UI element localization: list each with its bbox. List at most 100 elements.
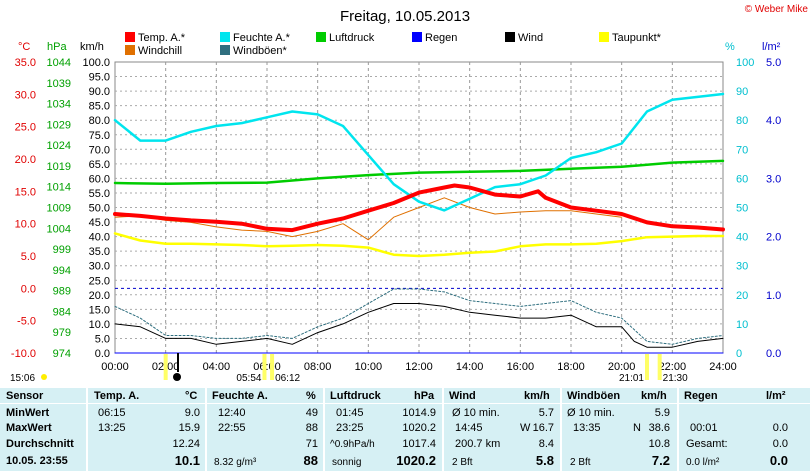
sun-mark-bar: [262, 354, 267, 380]
x-tick-label: 06:00: [253, 361, 281, 373]
legend-label-luftdruck: Luftdruck: [329, 32, 375, 44]
col-divider: [560, 388, 562, 471]
series-line-luftdruck: [113, 159, 725, 186]
regen-max-time: 00:01: [690, 422, 718, 434]
weather-chart: 35.030.025.020.015.010.05.00.0-5.0-10.01…: [10, 4, 808, 384]
luftdruck-header: Luftdruck: [330, 390, 381, 402]
hpa-axis-tick-label: 1009: [47, 203, 71, 215]
windboeen-header: Windböen: [567, 390, 621, 402]
percent-axis-tick-label: 50: [736, 203, 748, 215]
kmh-axis-tick-label: 90.0: [89, 86, 110, 98]
legend-label-windb-en: Windböen*: [233, 45, 288, 57]
col-divider: [86, 388, 88, 471]
regen-rate: 0.0 l/m²: [686, 457, 720, 468]
hpa-axis-tick-label: 1029: [47, 119, 71, 131]
celsius-axis-tick-label: 5.0: [21, 251, 36, 263]
luftdruck-min-time: 01:45: [336, 407, 364, 419]
luftdruck-trend: ^0.9hPa/h: [330, 439, 375, 450]
percent-axis-tick-label: 70: [736, 144, 748, 156]
sun-mark-label: 05:54: [236, 373, 261, 384]
kmh-axis-tick-label: 95.0: [89, 72, 110, 84]
hpa-axis-tick-label: 984: [53, 306, 71, 318]
x-tick-label: 12:00: [405, 361, 433, 373]
temp-unit: °C: [185, 390, 198, 402]
series-line-temp-a: [113, 183, 725, 233]
percent-axis-tick-label: 100: [736, 57, 754, 69]
lm2-axis-tick-label: 3.0: [766, 173, 781, 185]
sun-mark-label: 15:06: [10, 373, 35, 384]
kmh-axis-tick-label: 15.0: [89, 304, 110, 316]
col-divider: [442, 388, 444, 471]
hpa-axis-tick-label: 979: [53, 327, 71, 339]
series-line-windchill: [114, 197, 623, 241]
sun-mark-bar: [270, 354, 275, 380]
celsius-axis-unit: °C: [18, 41, 30, 53]
series-line-feuchte-a: [113, 92, 725, 212]
temp-current-value: 10.1: [174, 453, 200, 468]
x-tick-label: 22:00: [659, 361, 687, 373]
col-divider: [323, 388, 325, 471]
x-tick-label: 18:00: [557, 361, 585, 373]
windboeen-unit: km/h: [641, 390, 667, 402]
feuchte-abs-humidity: 8.32 g/m³: [214, 457, 257, 468]
kmh-axis-tick-label: 75.0: [89, 130, 110, 142]
feuchte-avg-value: 71: [305, 438, 318, 450]
sun-mark-label: 21:01: [619, 373, 644, 384]
luftdruck-forecast: sonnig: [332, 457, 362, 468]
chart-title: Freitag, 10.05.2013: [340, 8, 470, 25]
wind-avg-value: 8.4: [538, 438, 554, 450]
temp-min-time: 06:15: [98, 407, 126, 419]
legend-swatch-taupunkt: [599, 32, 609, 42]
celsius-axis-tick-label: 0.0: [21, 283, 36, 295]
hpa-axis-tick-label: 1024: [47, 140, 71, 152]
hpa-axis-tick-label: 1034: [47, 99, 71, 111]
temp-header: Temp. A.: [94, 390, 140, 402]
regen-total-label: Gesamt:: [686, 438, 728, 450]
sun-marks: 15:06 05:54 06:12 21:01 21:30: [10, 353, 688, 384]
celsius-axis-tick-label: 15.0: [15, 186, 36, 198]
regen-unit: l/m²: [766, 390, 786, 402]
sun-icon: [41, 374, 47, 380]
hpa-axis-tick-label: 974: [53, 348, 71, 360]
row-label-current: 10.05. 23:55: [6, 455, 68, 467]
series-line-wind: [114, 303, 724, 348]
x-tick-label: 24:00: [709, 361, 737, 373]
legend-label-windchill: Windchill: [138, 45, 182, 57]
lm2-axis-tick-label: 4.0: [766, 115, 781, 127]
row-label-avg: Durchschnitt: [6, 438, 74, 450]
celsius-axis-tick-label: -5.0: [17, 316, 36, 328]
percent-axis-tick-label: 30: [736, 261, 748, 273]
lm2-axis-tick-label: 0.0: [766, 348, 781, 360]
legend-swatch-regen: [412, 32, 422, 42]
feuchte-min-value: 49: [305, 407, 318, 419]
hpa-axis-tick-label: 994: [53, 265, 71, 277]
wind-max-time: 14:45: [455, 422, 483, 434]
hpa-axis-unit: hPa: [47, 41, 67, 53]
kmh-axis-tick-label: 5.0: [95, 333, 110, 345]
kmh-axis-tick-label: 50.0: [89, 203, 110, 215]
series-line-windb-en: [114, 288, 724, 345]
percent-axis-tick-label: 40: [736, 232, 748, 244]
row-label-sensor: Sensor: [6, 390, 44, 402]
kmh-axis-tick-label: 20.0: [89, 290, 110, 302]
wind-distance: 200.7 km: [455, 438, 501, 450]
celsius-axis-tick-label: 25.0: [15, 122, 36, 134]
percent-axis-unit: %: [725, 41, 735, 53]
sun-mark-bar: [645, 354, 649, 380]
hpa-axis-tick-label: 1004: [47, 223, 71, 235]
legend-swatch-windchill: [125, 45, 135, 55]
wind-min-label: Ø 10 min.: [452, 407, 500, 419]
feuchte-max-value: 88: [305, 422, 318, 434]
feuchte-max-time: 22:55: [218, 422, 246, 434]
celsius-axis-tick-label: 30.0: [15, 89, 36, 101]
percent-axis-tick-label: 10: [736, 319, 748, 331]
windboeen-max-time: 13:35: [573, 422, 601, 434]
kmh-axis-tick-label: 25.0: [89, 275, 110, 287]
kmh-axis-tick-label: 65.0: [89, 159, 110, 171]
lm2-axis-tick-label: 1.0: [766, 290, 781, 302]
x-tick-label: 04:00: [203, 361, 231, 373]
table-header-divider: [0, 403, 810, 404]
row-label-max: MaxWert: [6, 422, 52, 434]
luftdruck-max-time: 23:25: [336, 422, 364, 434]
kmh-axis-tick-label: 80.0: [89, 115, 110, 127]
